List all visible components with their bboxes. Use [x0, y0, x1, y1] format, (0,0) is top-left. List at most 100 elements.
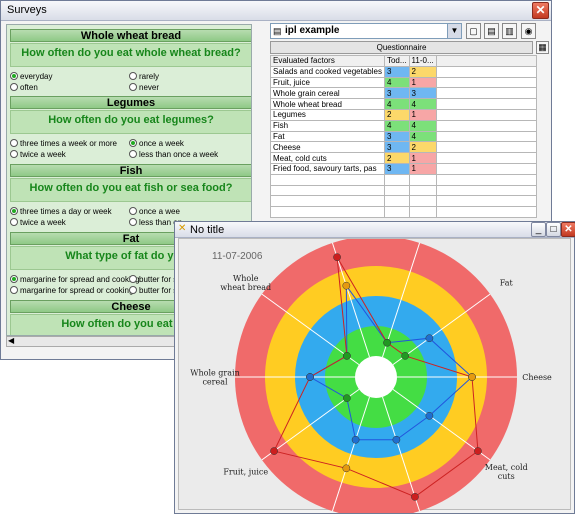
option-label: margarine for spread and cooking [20, 275, 140, 284]
surveys-window: Surveys ✕ Whole wheat bread How often do … [0, 0, 552, 360]
data-point [411, 492, 419, 501]
table-row[interactable]: Meat, cold cuts 2 1 [270, 152, 538, 164]
answer-option[interactable]: less than once a week [129, 150, 218, 159]
score-today: 2 [383, 152, 410, 164]
data-point [351, 435, 360, 444]
maximize-button[interactable]: □ [546, 222, 561, 237]
chart-titlebar[interactable]: ✕ No title [175, 222, 574, 238]
chart-window: ✕ No title _ □ ✕ 11-07-2006LegumesFishFa… [174, 220, 575, 520]
minimize-button[interactable]: _ [531, 222, 546, 237]
score-previous: 4 [408, 119, 437, 132]
spacer-cell [435, 152, 538, 164]
option-label: butter for spre [139, 286, 189, 295]
question-text: How often do you eat fish or sea food? [10, 178, 251, 202]
radio-button[interactable] [10, 207, 18, 215]
table-row[interactable]: Whole grain cereal 3 3 [270, 87, 538, 100]
factor-name: Fruit, juice [270, 76, 385, 89]
radio-button[interactable] [10, 286, 18, 294]
questionnaire-select[interactable]: ▤ ipl example ▼ [270, 23, 462, 39]
table-row[interactable]: Legumes 2 1 [270, 108, 538, 121]
scroll-left-icon[interactable]: ◀ [8, 336, 15, 345]
data-point [401, 351, 409, 360]
radio-button[interactable] [129, 139, 137, 147]
table-row[interactable]: Salads and cooked vegetables 3 2 [270, 65, 538, 78]
settings-icon[interactable]: ◉ [521, 23, 536, 39]
radio-button[interactable] [129, 218, 137, 226]
answer-option[interactable]: never [129, 83, 159, 92]
close-button[interactable]: ✕ [532, 2, 549, 19]
copy-document-icon[interactable]: ▤ [484, 23, 499, 39]
score-previous: 4 [408, 98, 437, 110]
answer-option[interactable]: butter for spre [129, 286, 189, 295]
radio-button[interactable] [129, 275, 137, 283]
factor-name: Fried food, savoury tarts, pas [270, 162, 385, 175]
chart-close-button[interactable]: ✕ [561, 222, 575, 237]
table-row[interactable]: Fat 3 4 [270, 130, 538, 143]
score-today: 4 [383, 98, 410, 110]
app-icon: ✕ [178, 223, 187, 234]
answer-option[interactable]: margarine for spread and cooking [10, 275, 140, 284]
empty-row [270, 195, 538, 208]
empty-cell [270, 184, 385, 197]
answer-option[interactable]: three times a day or week [10, 207, 112, 216]
surveys-titlebar[interactable]: Surveys [1, 1, 551, 21]
table-row[interactable]: Fish 4 4 [270, 119, 538, 132]
new-document-icon[interactable]: ▢ [466, 23, 481, 39]
radio-button[interactable] [129, 83, 137, 91]
empty-row [270, 206, 538, 218]
answer-option[interactable]: once a week [129, 139, 184, 148]
chevron-down-icon[interactable]: ▼ [447, 24, 461, 38]
answer-option[interactable]: twice a week [10, 218, 66, 227]
spacer-cell [435, 98, 538, 110]
answer-option[interactable]: three times a week or more [10, 139, 117, 148]
radio-button[interactable] [129, 207, 137, 215]
section-header: Whole wheat bread [10, 29, 251, 42]
axis-line [382, 396, 421, 512]
column-header[interactable]: Evaluated factors [270, 55, 385, 67]
factor-name: Whole wheat bread [270, 98, 385, 110]
radio-button[interactable] [10, 72, 18, 80]
answer-option[interactable]: butter for spre [129, 275, 189, 284]
questionnaire-header: Questionnaire [270, 41, 533, 54]
table-row[interactable]: Fried food, savoury tarts, pas 3 1 [270, 162, 538, 175]
option-label: three times a day or week [20, 207, 112, 216]
radio-button[interactable] [129, 72, 137, 80]
empty-cell [408, 173, 437, 186]
radio-button[interactable] [10, 275, 18, 283]
answer-option[interactable]: once a wee [129, 207, 180, 216]
question-text: How often do you eat whole wheat bread? [10, 43, 251, 67]
radio-button[interactable] [10, 218, 18, 226]
axis-line [392, 293, 491, 366]
table-row[interactable]: Fruit, juice 4 1 [270, 76, 538, 89]
empty-cell [270, 195, 385, 208]
radio-button[interactable] [10, 150, 18, 158]
radio-button[interactable] [10, 139, 18, 147]
question-text: How often do you eat legumes? [10, 110, 251, 134]
axis-label: cereal [202, 378, 228, 387]
factor-name: Legumes [270, 108, 385, 121]
answer-option[interactable]: margarine for spread or cooking [10, 286, 133, 295]
option-label: never [139, 83, 160, 92]
chart-date: 11-07-2006 [212, 251, 263, 262]
radio-button[interactable] [129, 286, 137, 294]
column-header[interactable]: Tod... [383, 55, 410, 67]
answer-option[interactable]: rarely [129, 72, 159, 81]
radio-button[interactable] [129, 150, 137, 158]
answer-option[interactable]: often [10, 83, 38, 92]
table-row[interactable]: Whole wheat bread 4 4 [270, 98, 538, 110]
answer-option[interactable]: twice a week [10, 150, 66, 159]
answer-option[interactable]: everyday [10, 72, 52, 81]
score-today: 2 [383, 108, 410, 121]
option-label: rarely [139, 72, 160, 81]
option-label: less than once a week [139, 150, 219, 159]
answer-option[interactable]: less than on [129, 218, 182, 227]
spacer-cell [435, 141, 538, 154]
table-row[interactable]: Cheese 3 2 [270, 141, 538, 154]
radio-button[interactable] [10, 83, 18, 91]
empty-cell [435, 195, 538, 208]
delete-icon[interactable]: ▥ [502, 23, 517, 39]
data-point [342, 281, 351, 290]
column-header[interactable]: 11-0... [408, 55, 437, 67]
score-today: 3 [383, 130, 410, 143]
chart-icon[interactable]: ▦ [536, 41, 549, 54]
